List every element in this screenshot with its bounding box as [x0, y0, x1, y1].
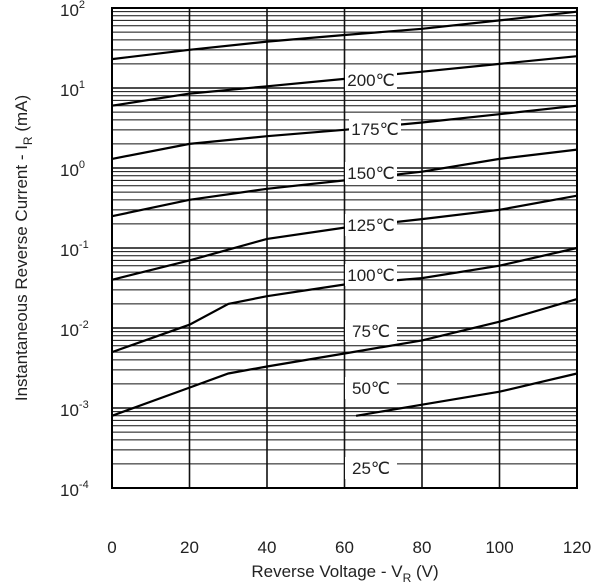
curve-label: 150℃: [347, 164, 394, 183]
curve-label-box: [345, 162, 397, 184]
x-tick-label: 100: [485, 538, 513, 557]
plot-frame: [111, 7, 578, 489]
x-tick-label: 0: [107, 538, 116, 557]
y-tick-label: 10-2: [60, 319, 89, 340]
y-tick-labels: 10-4 10-3 10-2 10-1 100 101 102: [60, 0, 89, 500]
curve-label-box: [345, 377, 397, 399]
series-line: [111, 246, 578, 354]
series-line: [111, 10, 578, 61]
series-line: [355, 372, 578, 417]
curve-label: 175℃: [351, 120, 398, 139]
series-line: [111, 55, 578, 107]
y-tick-label: 102: [60, 0, 85, 20]
y-tick-label: 101: [60, 79, 85, 100]
series-line: [111, 298, 578, 417]
x-tick-labels: 0 20 40 60 80 100 120: [107, 538, 591, 557]
y-tick-label: 10-1: [60, 239, 89, 260]
x-axis-label: Reverse Voltage - VR (V): [251, 562, 438, 582]
curve-label-box: [345, 457, 397, 479]
curve-label: 75℃: [352, 322, 390, 341]
curve-label: 25℃: [352, 459, 390, 478]
series-line: [111, 148, 578, 218]
curve-label: 100℃: [347, 266, 394, 285]
curve-label-box: [345, 69, 397, 91]
y-tick-label: 10-3: [60, 399, 89, 420]
series-line: [111, 194, 578, 281]
y-tick-label: 100: [60, 159, 85, 180]
x-tick-label: 60: [335, 538, 354, 557]
curve-label-box: [345, 214, 397, 236]
y-tick-label: 10-4: [60, 479, 89, 500]
curve-label: 50℃: [352, 379, 390, 398]
series-line: [111, 104, 578, 160]
curve-label-box: [349, 118, 401, 140]
y-axis-label: Instantaneous Reverse Current - IR (mA): [12, 95, 35, 401]
x-tick-label: 120: [563, 538, 591, 557]
curve-label: 125℃: [347, 216, 394, 235]
curve-label-box: [345, 320, 397, 342]
x-tick-label: 40: [258, 538, 277, 557]
curve-label-box: [345, 264, 397, 286]
x-tick-label: 20: [180, 538, 199, 557]
curve-labels: 200℃ 175℃ 150℃ 125℃ 100℃ 75℃ 50℃ 25℃: [345, 69, 401, 479]
x-tick-label: 80: [413, 538, 432, 557]
series-lines: [111, 10, 578, 417]
curve-label: 200℃: [347, 71, 394, 90]
